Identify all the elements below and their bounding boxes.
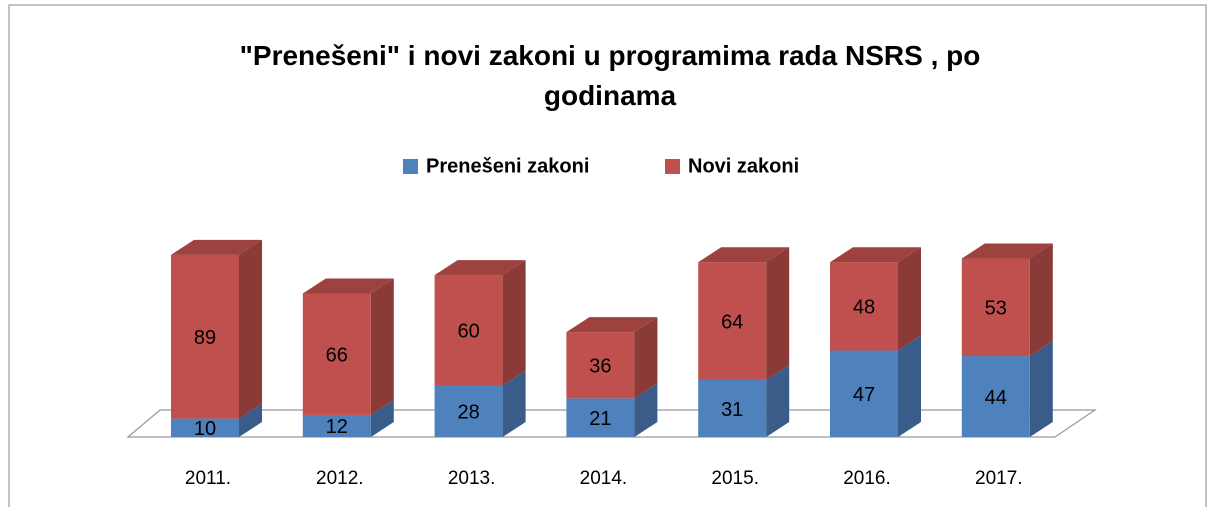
bar-side <box>1029 243 1053 357</box>
bar-side <box>766 364 790 437</box>
bar <box>566 332 635 399</box>
x-tick-label: 2014. <box>580 468 628 489</box>
bar <box>698 379 767 437</box>
data-label: 44 <box>985 387 1007 409</box>
legend-swatch <box>403 159 418 174</box>
bar-side <box>898 247 921 351</box>
bar-side <box>370 399 394 437</box>
bar-side <box>370 278 394 415</box>
bar-side <box>1029 341 1053 437</box>
bar-side <box>634 383 658 437</box>
bar-top <box>698 247 790 263</box>
data-label: 64 <box>721 311 743 333</box>
bar-top <box>171 239 262 255</box>
bar <box>302 414 371 437</box>
legend-label: Novi zakoni <box>688 155 799 177</box>
bar-top <box>566 317 658 333</box>
x-tick-label: 2017. <box>975 468 1023 489</box>
x-tick-label: 2012. <box>316 468 364 489</box>
data-label: 12 <box>326 416 348 438</box>
bar-side <box>239 403 262 437</box>
bar <box>566 398 635 437</box>
bar <box>171 254 239 419</box>
data-label: 10 <box>194 418 216 440</box>
bar-top <box>434 260 526 276</box>
data-label: 21 <box>589 408 611 430</box>
bar <box>171 418 239 437</box>
bar-side <box>502 370 526 437</box>
x-tick-label: 2013. <box>448 468 496 489</box>
bar <box>830 262 898 351</box>
bar <box>698 262 767 380</box>
legend-label: Prenešeni zakoni <box>426 155 589 177</box>
chart-frame <box>8 4 1207 507</box>
data-label: 53 <box>985 298 1007 320</box>
bar-side <box>239 239 262 419</box>
chart-title: "Prenešeni" i novi zakoni u programima r… <box>239 40 981 111</box>
bar-top <box>302 278 394 294</box>
x-tick-label: 2011. <box>185 468 231 489</box>
data-label: 28 <box>457 402 479 424</box>
bar <box>434 385 503 437</box>
data-label: 89 <box>194 327 216 349</box>
legend-swatch <box>665 159 680 174</box>
bar <box>302 293 371 415</box>
bar <box>961 258 1030 357</box>
data-label: 48 <box>853 297 875 319</box>
bar-top <box>830 247 921 263</box>
x-tick-label: 2015. <box>711 468 759 489</box>
data-label: 60 <box>457 321 479 343</box>
bar <box>434 275 503 386</box>
x-tick-label: 2016. <box>843 468 891 489</box>
data-label: 47 <box>853 384 875 406</box>
bar-top <box>961 243 1053 259</box>
bar <box>961 356 1030 437</box>
data-label: 66 <box>326 344 348 366</box>
bar-side <box>766 247 790 380</box>
data-label: 36 <box>589 356 611 378</box>
data-label: 31 <box>721 399 743 421</box>
bar-side <box>502 260 526 386</box>
bar <box>830 350 898 437</box>
bar-side <box>898 335 921 437</box>
bar-side <box>634 317 658 399</box>
